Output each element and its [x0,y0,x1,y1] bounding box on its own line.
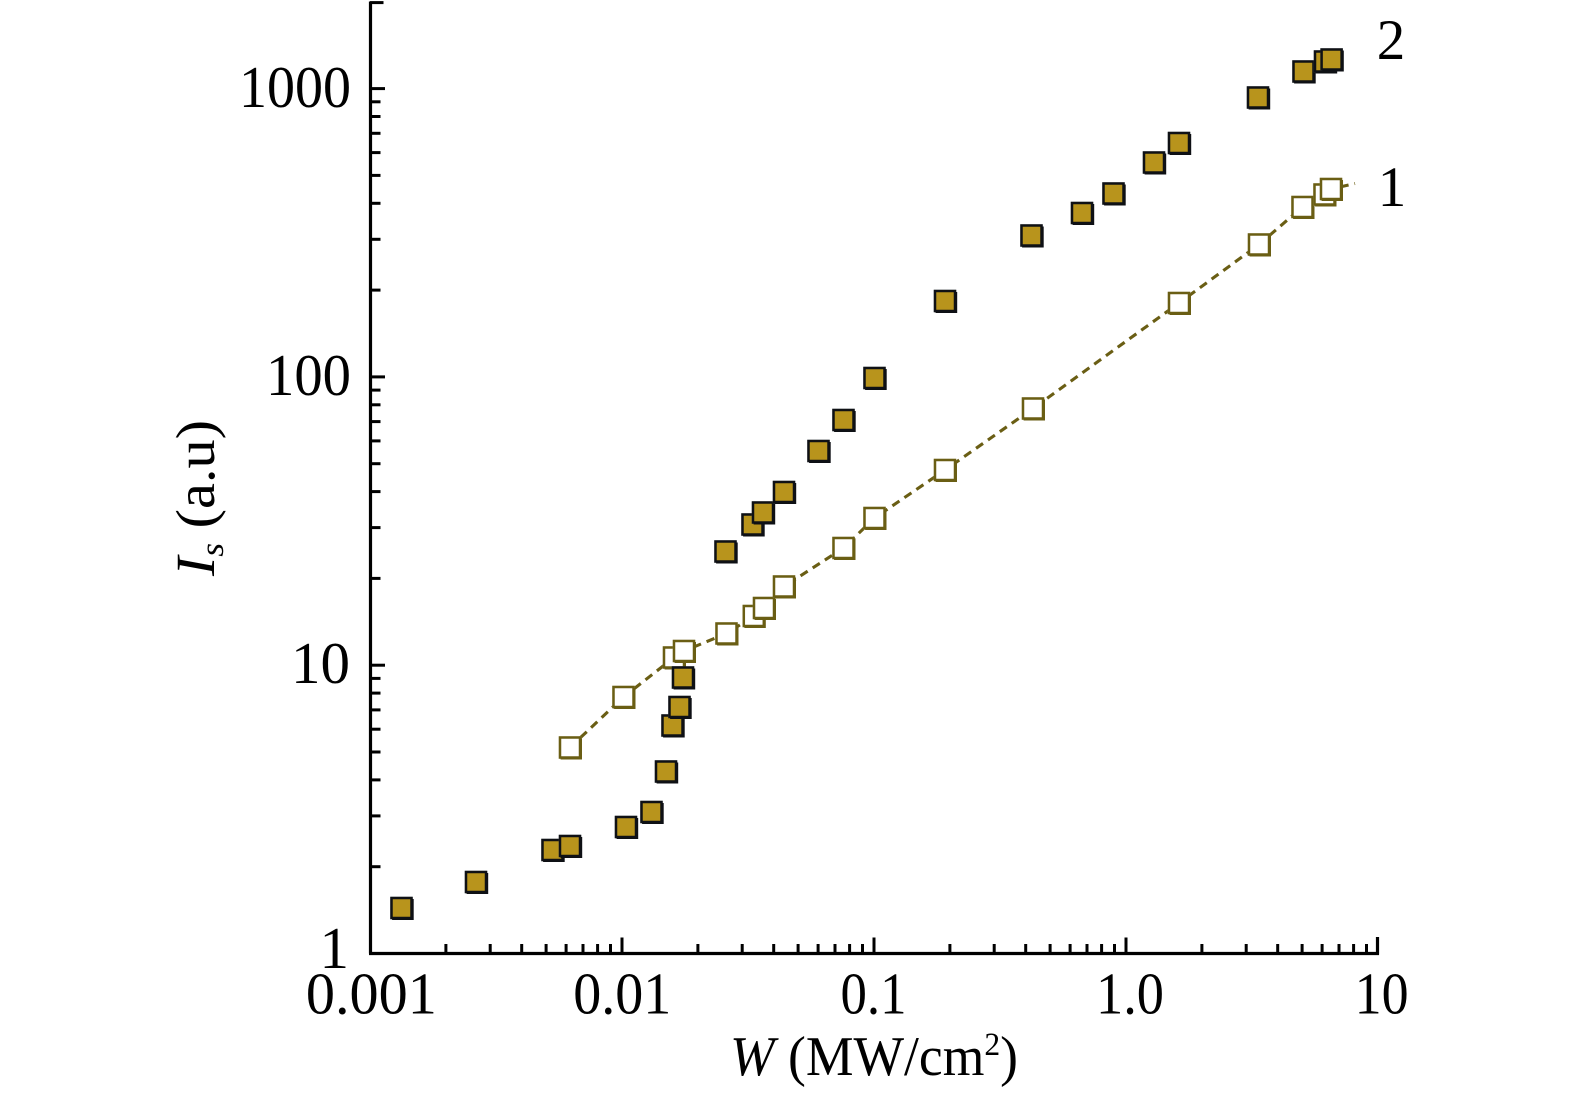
svg-text:1: 1 [320,915,350,981]
svg-text:1.0: 1.0 [1096,961,1164,1027]
svg-text:1: 1 [1378,156,1407,219]
svg-text:Is (a.u): Is (a.u) [165,420,231,577]
svg-text:100: 100 [266,342,351,408]
svg-text:0.1: 0.1 [841,961,907,1027]
svg-text:0.001: 0.001 [306,961,437,1027]
svg-text:10: 10 [291,630,350,696]
svg-text:0.01: 0.01 [573,961,671,1027]
svg-text:W (MW/cm2): W (MW/cm2) [730,1026,1018,1088]
svg-text:10: 10 [1355,961,1409,1027]
svg-text:1000: 1000 [239,54,351,120]
svg-text:2: 2 [1377,9,1406,72]
